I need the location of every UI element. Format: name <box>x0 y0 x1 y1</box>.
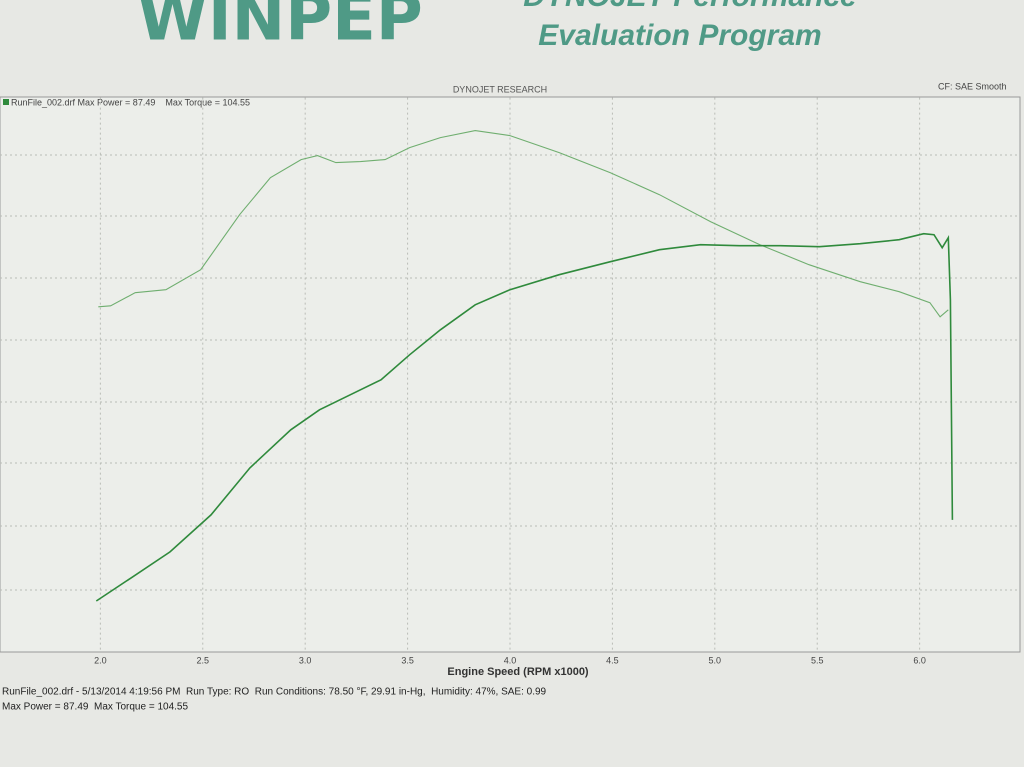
logo: WINPEP <box>137 0 423 56</box>
legend-swatch <box>3 99 9 105</box>
footer-line: Max Power = 87.49 Max Torque = 104.55 <box>2 702 188 713</box>
program-subtitle: Evaluation Program <box>538 19 821 52</box>
line <box>98 130 949 318</box>
footer-line: RunFile_002.drf - 5/13/2014 4:19:56 PM R… <box>2 687 547 698</box>
x-tick-label: 5.5 <box>811 655 824 665</box>
x-tick-label: 4.5 <box>606 655 619 665</box>
x-tick-label: 2.0 <box>94 655 107 665</box>
x-tick-label: 6.0 <box>913 655 926 665</box>
x-tick-label: 3.0 <box>299 655 312 665</box>
x-tick-label: 2.5 <box>197 655 210 665</box>
legend: RunFile_002.drf Max Power = 87.49 Max To… <box>11 97 250 107</box>
x-tick-label: 3.5 <box>401 655 414 665</box>
line <box>95 232 954 602</box>
x-tick-label: 5.0 <box>709 655 722 665</box>
corner-note: CF: SAE Smooth <box>938 81 1007 91</box>
x-tick-label: 4.0 <box>504 655 517 665</box>
x-axis-label: Engine Speed (RPM x1000) <box>447 666 589 678</box>
program-heading: DYNOJET Performance <box>523 0 856 13</box>
chart-title: DYNOJET RESEARCH <box>453 84 547 94</box>
